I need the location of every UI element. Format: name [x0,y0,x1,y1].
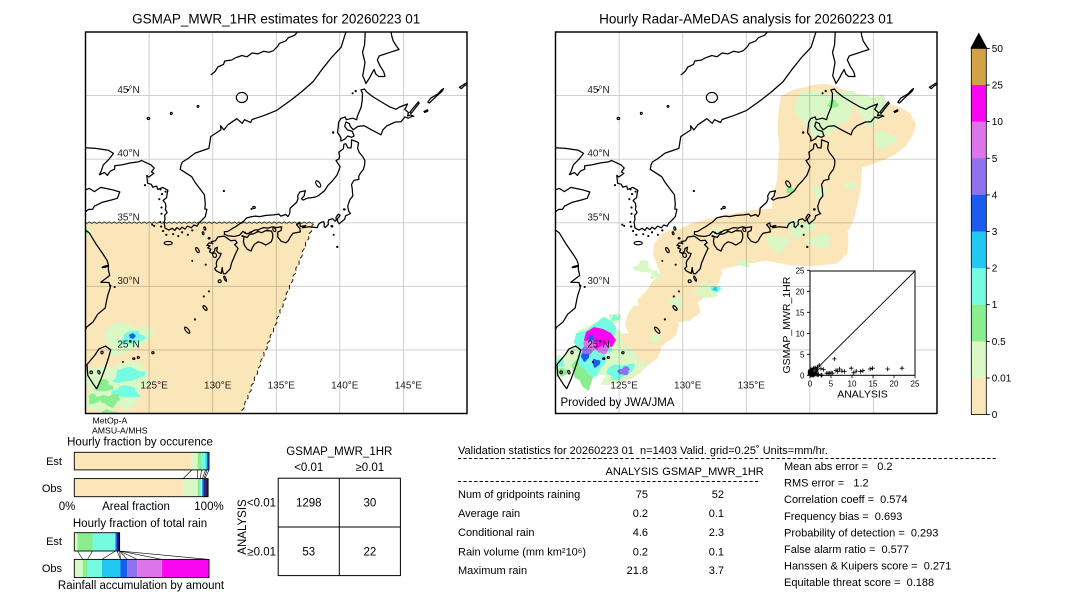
svg-text:ANALYSIS: ANALYSIS [837,388,888,400]
svg-text:10: 10 [796,329,805,338]
svg-text:Validation statistics for 2026: Validation statistics for 20260223 01 n=… [458,445,828,457]
svg-text:Mean abs error = 0.2: Mean abs error = 0.2 [784,461,893,473]
svg-text:Obs: Obs [42,563,63,575]
svg-text:0: 0 [808,379,813,388]
svg-text:4: 4 [992,190,998,201]
svg-text:130°E: 130°E [674,381,702,392]
svg-text:Obs: Obs [42,483,63,495]
svg-text:3: 3 [992,227,998,238]
svg-text:5: 5 [829,379,834,388]
svg-text:3.7: 3.7 [709,565,724,577]
svg-text:4.6: 4.6 [633,527,648,539]
svg-text:0.1: 0.1 [709,547,724,559]
svg-text:40°N: 40°N [117,149,139,160]
svg-text:GSMAP_MWR_1HR: GSMAP_MWR_1HR [662,466,764,478]
svg-text:2: 2 [992,264,998,275]
svg-text:GSMAP_MWR_1HR estimates for 20: GSMAP_MWR_1HR estimates for 20260223 01 [132,12,420,27]
svg-text:5: 5 [800,350,805,359]
svg-text:Maximum rain: Maximum rain [458,565,527,577]
svg-text:50: 50 [992,44,1004,55]
svg-text:Rainfall accumulation by amoun: Rainfall accumulation by amount [58,580,225,592]
svg-text:0.1: 0.1 [709,508,724,520]
svg-text:22: 22 [363,546,376,558]
svg-text:≥0.01: ≥0.01 [355,462,384,474]
svg-text:125°E: 125°E [140,381,168,392]
svg-text:0%: 0% [59,501,76,513]
svg-text:Hourly fraction by occurence: Hourly fraction by occurence [67,437,213,449]
svg-text:<0.01: <0.01 [294,462,323,474]
svg-text:10: 10 [848,379,857,388]
svg-text:140°E: 140°E [331,381,359,392]
svg-text:25°N: 25°N [117,339,139,350]
svg-text:20: 20 [890,379,899,388]
svg-text:0: 0 [800,371,805,380]
svg-text:135°E: 135°E [268,381,296,392]
svg-text:Areal fraction: Areal fraction [102,501,170,513]
svg-text:52: 52 [712,489,724,501]
svg-text:53: 53 [302,546,315,558]
svg-text:Hourly Radar-AMeDAS analysis f: Hourly Radar-AMeDAS analysis for 2026022… [599,12,893,27]
svg-text:135°E: 135°E [738,381,766,392]
svg-text:AMSU-A/MHS: AMSU-A/MHS [92,426,148,436]
svg-text:Est: Est [46,456,62,468]
svg-text:25: 25 [992,81,1004,92]
svg-text:15: 15 [869,379,878,388]
svg-text:0: 0 [992,410,998,421]
svg-text:10: 10 [992,117,1004,128]
svg-text:1: 1 [992,300,998,311]
svg-text:1298: 1298 [296,498,322,510]
svg-text:GSMAP_MWR_1HR: GSMAP_MWR_1HR [781,276,793,373]
svg-text:30°N: 30°N [587,276,609,287]
svg-text:RMS error = 1.2: RMS error = 1.2 [784,478,869,490]
svg-text:GSMAP_MWR_1HR: GSMAP_MWR_1HR [286,446,392,458]
svg-text:≥0.01: ≥0.01 [247,546,276,558]
svg-text:35°N: 35°N [117,212,139,223]
svg-text:25°N: 25°N [587,339,609,350]
svg-text:2.3: 2.3 [709,527,724,539]
svg-text:75: 75 [636,489,648,501]
svg-text:Rain volume (mm km²10⁶): Rain volume (mm km²10⁶) [458,547,586,559]
svg-text:<0.01: <0.01 [247,498,276,510]
svg-text:ANALYSIS: ANALYSIS [237,499,249,555]
svg-text:35°N: 35°N [587,212,609,223]
svg-text:Frequency bias = 0.693: Frequency bias = 0.693 [784,511,902,523]
svg-text:25: 25 [796,266,805,275]
svg-text:30°N: 30°N [117,276,139,287]
svg-text:Correlation coeff = 0.574: Correlation coeff = 0.574 [784,494,908,506]
svg-text:130°E: 130°E [204,381,232,392]
svg-text:30: 30 [363,498,376,510]
svg-text:5: 5 [992,154,998,165]
svg-text:Equitable threat score = 0.18: Equitable threat score = 0.188 [784,577,934,589]
svg-text:Est: Est [46,536,62,548]
svg-text:Num of gridpoints raining: Num of gridpoints raining [458,489,580,501]
svg-text:125°E: 125°E [610,381,638,392]
svg-text:21.8: 21.8 [627,565,648,577]
svg-text:0.2: 0.2 [633,508,648,520]
svg-text:25: 25 [911,379,920,388]
svg-text:0.01: 0.01 [992,374,1012,385]
svg-text:Hanssen & Kuipers score = 0.2: Hanssen & Kuipers score = 0.271 [784,561,951,573]
svg-text:Conditional rain: Conditional rain [458,527,534,539]
svg-text:40°N: 40°N [587,149,609,160]
svg-text:Probability of detection = 0.: Probability of detection = 0.293 [784,527,938,539]
svg-text:15: 15 [796,308,805,317]
svg-text:0.2: 0.2 [633,547,648,559]
svg-text:100%: 100% [194,501,223,513]
svg-text:0.5: 0.5 [992,337,1006,348]
svg-text:Hourly fraction of total rain: Hourly fraction of total rain [73,518,207,530]
svg-text:145°E: 145°E [395,381,423,392]
svg-text:20: 20 [796,287,805,296]
svg-text:MetOp-A: MetOp-A [93,416,128,426]
svg-text:Average rain: Average rain [458,508,520,520]
svg-text:ANALYSIS: ANALYSIS [606,466,659,478]
svg-text:Provided by JWA/JMA: Provided by JWA/JMA [561,397,675,409]
svg-text:False alarm ratio = 0.577: False alarm ratio = 0.577 [784,544,909,556]
